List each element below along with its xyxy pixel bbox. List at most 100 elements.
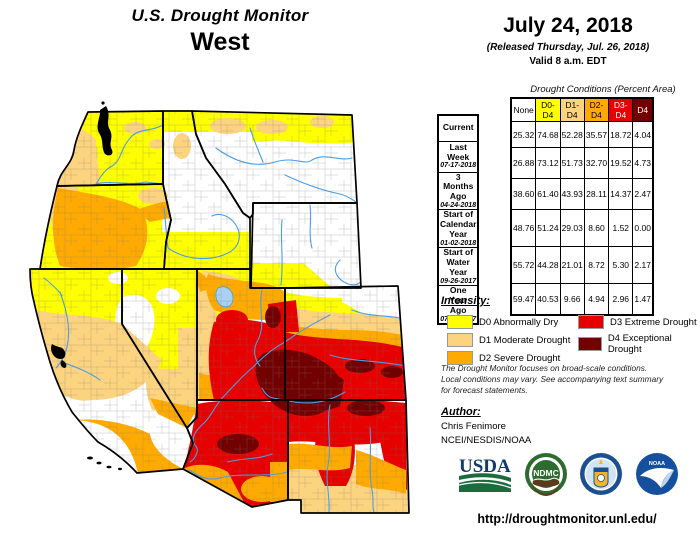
legend-item-d1: D1 Moderate Drought (447, 333, 570, 347)
table-row: 26.88 73.12 51.73 32.70 19.52 4.73 (510, 147, 654, 179)
state-borders (29, 110, 410, 514)
table-header-row: None D0-D4 D1-D4 D2-D4 D3-D4 D4 (510, 97, 654, 122)
cell: 51.73 (559, 147, 585, 179)
col-header-d1d4: D1-D4 (559, 97, 585, 122)
d2-swatch (447, 351, 473, 365)
legend-label: D2 Severe Drought (479, 352, 561, 364)
map-title-region: West (190, 28, 250, 56)
cell: 8.72 (583, 246, 610, 284)
cell: 26.88 (510, 147, 537, 179)
cell: 8.60 (583, 209, 610, 247)
cell: 9.66 (559, 283, 585, 315)
author-org: NCEI/NESDIS/NOAA (441, 435, 532, 446)
table-caption: Drought Conditions (Percent Area) (530, 84, 676, 95)
legend-label: D0 Abnormally Dry (479, 316, 559, 328)
d3-swatch (578, 315, 604, 329)
table-row: 59.47 40.53 9.66 4.94 2.96 1.47 (510, 283, 654, 315)
col-header-d0d4: D0-D4 (535, 97, 561, 122)
map-title-line1: U.S. Drought Monitor (131, 6, 309, 25)
table-row: 25.32 74.68 52.28 35.57 18.72 4.04 (510, 121, 654, 148)
legend-label: D4 Exceptional Drought (607, 333, 672, 355)
cell: 43.93 (559, 178, 585, 210)
drought-values-table: None D0-D4 D1-D4 D2-D4 D3-D4 D4 25.32 74… (510, 97, 654, 316)
cell: 28.11 (583, 178, 610, 210)
cell: 2.47 (632, 178, 654, 210)
row-label: Last Week 07-17-2018 (437, 140, 479, 173)
cell: 2.96 (608, 283, 634, 315)
col-header-d2d4: D2-D4 (583, 97, 610, 122)
legend-item-d4: D4 Exceptional Drought (578, 333, 699, 355)
d4-swatch (578, 337, 602, 351)
cell: 61.40 (535, 178, 561, 210)
cell: 29.03 (559, 209, 585, 247)
row-label: Start of Calendar Year 01-02-2018 (437, 209, 479, 249)
state-border-montana (191, 110, 358, 219)
d1-swatch (447, 333, 473, 347)
table-row: 48.76 51.24 29.03 8.60 1.52 0.00 (510, 209, 654, 247)
row-label-text: Start of Calendar Year (440, 209, 477, 240)
row-label-date: 09-26-2017 (440, 277, 477, 285)
svg-text:NDMC: NDMC (533, 468, 559, 478)
author-heading: Author: (441, 406, 481, 418)
cell: 4.04 (632, 121, 654, 148)
disclaimer-text: The Drought Monitor focuses on broad-sca… (441, 363, 697, 395)
cell: 2.17 (632, 246, 654, 284)
table-row: 38.60 61.40 43.93 28.11 14.37 2.47 (510, 178, 654, 210)
cell: 25.32 (510, 121, 537, 148)
agency-logos: USDA NDMC NOAA (437, 452, 699, 496)
row-label: Start of Water Year 09-26-2017 (437, 247, 479, 287)
cell: 19.52 (608, 147, 634, 179)
cell: 5.30 (608, 246, 634, 284)
legend-item-d3: D3 Extreme Drought (578, 315, 697, 329)
state-border-california (29, 268, 194, 474)
col-header-d4: D4 (632, 97, 654, 122)
cell: 21.01 (559, 246, 585, 284)
legend-label: D3 Extreme Drought (610, 316, 697, 328)
drought-row-labels: Current Last Week 07-17-2018 3 Months Ago… (437, 114, 480, 326)
report-date: July 24, 2018 (503, 14, 633, 37)
row-label: 3 Months Ago 04-24-2018 (437, 171, 479, 211)
cell: 4.73 (632, 147, 654, 179)
cell: 74.68 (535, 121, 561, 148)
cell: 44.28 (535, 246, 561, 284)
commerce-logo (579, 453, 622, 495)
col-header-none: None (510, 97, 537, 122)
released-date: (Released Thursday, Jul. 26, 2018) (486, 42, 650, 53)
valid-time: Valid 8 a.m. EDT (529, 56, 607, 67)
cell: 32.70 (583, 147, 610, 179)
legend-heading: Intensity: (441, 295, 490, 307)
row-label: Current (437, 114, 479, 142)
drought-fill-layers (30, 111, 409, 513)
row-label-date: 04-24-2018 (440, 201, 477, 209)
intensity-legend: Intensity: D0 Abnormally Dry D1 Moderate… (441, 295, 699, 365)
table-row: 55.72 44.28 21.01 8.72 5.30 2.17 (510, 246, 654, 284)
legend-label: D1 Moderate Drought (479, 334, 571, 346)
cell: 1.47 (632, 283, 654, 315)
disclaimer-line: Local conditions may vary. See accompany… (441, 373, 664, 384)
cell: 14.37 (608, 178, 634, 210)
col-header-d3d4: D3-D4 (608, 97, 634, 122)
row-label-text: 3 Months Ago (443, 171, 474, 202)
state-border-wyoming (250, 202, 362, 289)
svg-text:NOAA: NOAA (648, 461, 664, 467)
usda-logo: USDA (458, 456, 511, 492)
author-block: Author: Chris Fenimore NCEI/NESDIS/NOAA (441, 406, 531, 446)
cell: 48.76 (510, 209, 537, 247)
d0-swatch (447, 315, 473, 329)
drought-map (29, 101, 410, 514)
cell: 51.24 (535, 209, 561, 247)
row-label-text: One Year Ago (449, 285, 468, 315)
cell: 1.52 (608, 209, 634, 247)
cell: 38.60 (510, 178, 537, 210)
source-url: http://droughtmonitor.unl.edu/ (477, 512, 657, 526)
cell: 52.28 (559, 121, 585, 148)
cell: 0.00 (632, 209, 654, 247)
legend-item-d2: D2 Severe Drought (447, 351, 560, 365)
cell: 4.94 (583, 283, 610, 315)
cell: 35.57 (583, 121, 610, 148)
row-label-date: 07-17-2018 (440, 162, 477, 170)
row-label-text: Start of Water Year (443, 247, 474, 277)
row-label-text: Last Week (447, 141, 470, 162)
row-label-text: Current (442, 122, 474, 133)
